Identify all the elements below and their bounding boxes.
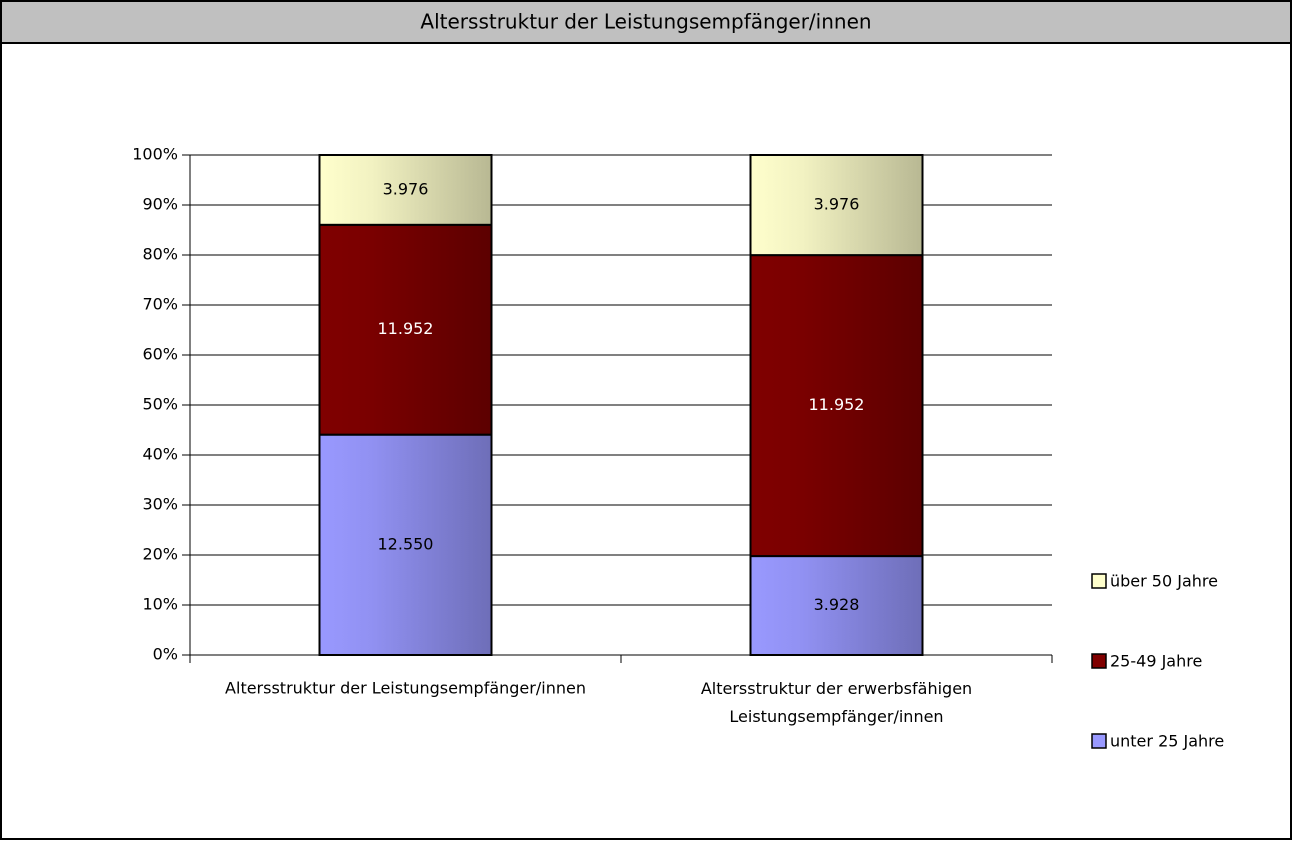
y-tick-label: 10% bbox=[142, 595, 178, 614]
y-tick-label: 90% bbox=[142, 195, 178, 214]
bar-segment bbox=[749, 555, 924, 656]
y-tick-label: 60% bbox=[142, 345, 178, 364]
legend-swatch bbox=[1091, 733, 1107, 749]
data-label: 11.952 bbox=[378, 319, 434, 338]
bar-segment bbox=[749, 154, 924, 257]
y-tick-label: 100% bbox=[132, 145, 178, 164]
y-tick-label: 40% bbox=[142, 445, 178, 464]
legend-label: unter 25 Jahre bbox=[1110, 732, 1224, 751]
y-tick-label: 0% bbox=[153, 645, 178, 664]
legend-swatch bbox=[1091, 573, 1107, 589]
y-tick-label: 30% bbox=[142, 495, 178, 514]
bar-segment bbox=[318, 154, 493, 226]
data-label: 3.976 bbox=[383, 179, 429, 198]
legend-swatch bbox=[1091, 653, 1107, 669]
bar-segment bbox=[749, 254, 924, 558]
y-tick-label: 80% bbox=[142, 245, 178, 264]
bar-segment bbox=[318, 433, 493, 657]
bar-segment bbox=[318, 223, 493, 436]
x-tick-label: Altersstruktur der Leistungsempfänger/in… bbox=[225, 679, 586, 698]
data-label: 3.928 bbox=[814, 595, 860, 614]
y-tick-label: 50% bbox=[142, 395, 178, 414]
y-tick-label: 20% bbox=[142, 545, 178, 564]
title-bar bbox=[0, 0, 1292, 44]
legend-label: über 50 Jahre bbox=[1110, 572, 1218, 591]
x-tick-label: Altersstruktur der erwerbsfähigen Leistun… bbox=[701, 679, 972, 726]
legend-label: 25-49 Jahre bbox=[1110, 652, 1202, 671]
data-label: 12.550 bbox=[378, 534, 434, 553]
data-label: 11.952 bbox=[809, 395, 865, 414]
data-label: 3.976 bbox=[814, 195, 860, 214]
y-tick-label: 70% bbox=[142, 295, 178, 314]
chart-title: Altersstruktur der Leistungsempfänger/in… bbox=[420, 10, 871, 34]
